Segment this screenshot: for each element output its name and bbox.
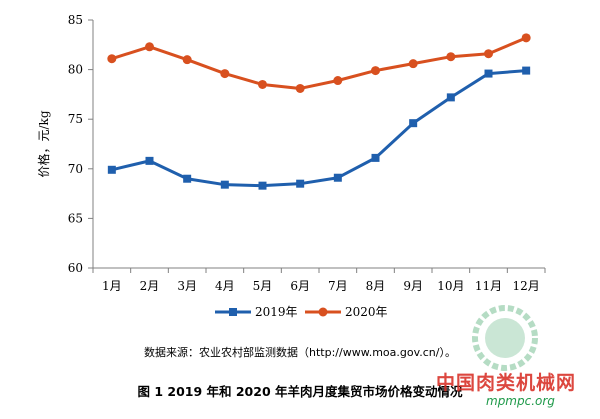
legend-label-2: 2020年	[345, 305, 388, 319]
x-tick-label: 2月	[140, 279, 160, 293]
series-point-2	[295, 83, 305, 93]
y-tick-label: 85	[68, 13, 83, 27]
series-line-1	[111, 69, 527, 188]
x-tick-label: 4月	[215, 279, 235, 293]
x-tick-label: 10月	[437, 279, 464, 293]
series-line-2	[111, 36, 527, 90]
y-tick-label: 70	[68, 162, 83, 176]
series-point-2	[371, 66, 380, 76]
series-point-2	[484, 49, 493, 59]
x-tick-label: 6月	[290, 279, 310, 293]
series-point-2	[333, 76, 343, 86]
series-point-2	[521, 33, 531, 43]
series-point-1	[183, 174, 192, 183]
x-tick-label: 12月	[513, 279, 540, 293]
series-point-1	[296, 179, 305, 188]
x-tick-label: 5月	[253, 279, 273, 293]
data-source-note: 数据来源：农业农村部监测数据（http://www.moa.gov.cn/）。	[144, 346, 456, 359]
series-point-2	[145, 42, 154, 52]
series-point-1	[333, 173, 342, 182]
y-tick-label: 65	[68, 211, 83, 225]
legend-marker-1	[229, 308, 237, 316]
series-point-2	[107, 54, 117, 64]
series-point-1	[371, 153, 380, 162]
x-tick-label: 1月	[102, 279, 122, 293]
y-tick-label: 75	[68, 112, 83, 126]
series-point-1	[446, 93, 455, 102]
series-point-1	[145, 156, 154, 165]
x-tick-label: 3月	[177, 279, 197, 293]
series-point-2	[446, 52, 456, 62]
legend-label-1: 2019年	[255, 305, 298, 319]
x-tick-label: 8月	[366, 279, 386, 293]
y-axis-label: 价格，元/kg	[36, 110, 51, 177]
series-point-1	[107, 165, 116, 174]
x-tick-label: 7月	[328, 279, 348, 293]
x-tick-label: 9月	[403, 279, 423, 293]
series-point-1	[522, 66, 531, 75]
watermark-site-name: 中国肉类机械网	[436, 372, 577, 394]
y-tick-label: 60	[68, 261, 83, 275]
series-point-2	[258, 79, 267, 89]
series-point-2	[220, 69, 230, 79]
series-point-1	[409, 119, 418, 128]
watermark-logo-icon	[472, 305, 538, 371]
legend-marker-2	[318, 307, 328, 317]
figure-caption: 图 1 2019 年和 2020 年羊肉月度集贸市场价格变动情况	[137, 384, 463, 399]
series-point-1	[258, 181, 267, 190]
series-point-2	[182, 55, 192, 65]
series-point-1	[484, 69, 493, 78]
y-tick-label: 80	[68, 63, 83, 77]
series-point-2	[408, 59, 418, 69]
x-tick-label: 11月	[475, 279, 502, 293]
watermark-url: mpmpc.org	[486, 394, 555, 408]
series-point-1	[220, 180, 229, 189]
